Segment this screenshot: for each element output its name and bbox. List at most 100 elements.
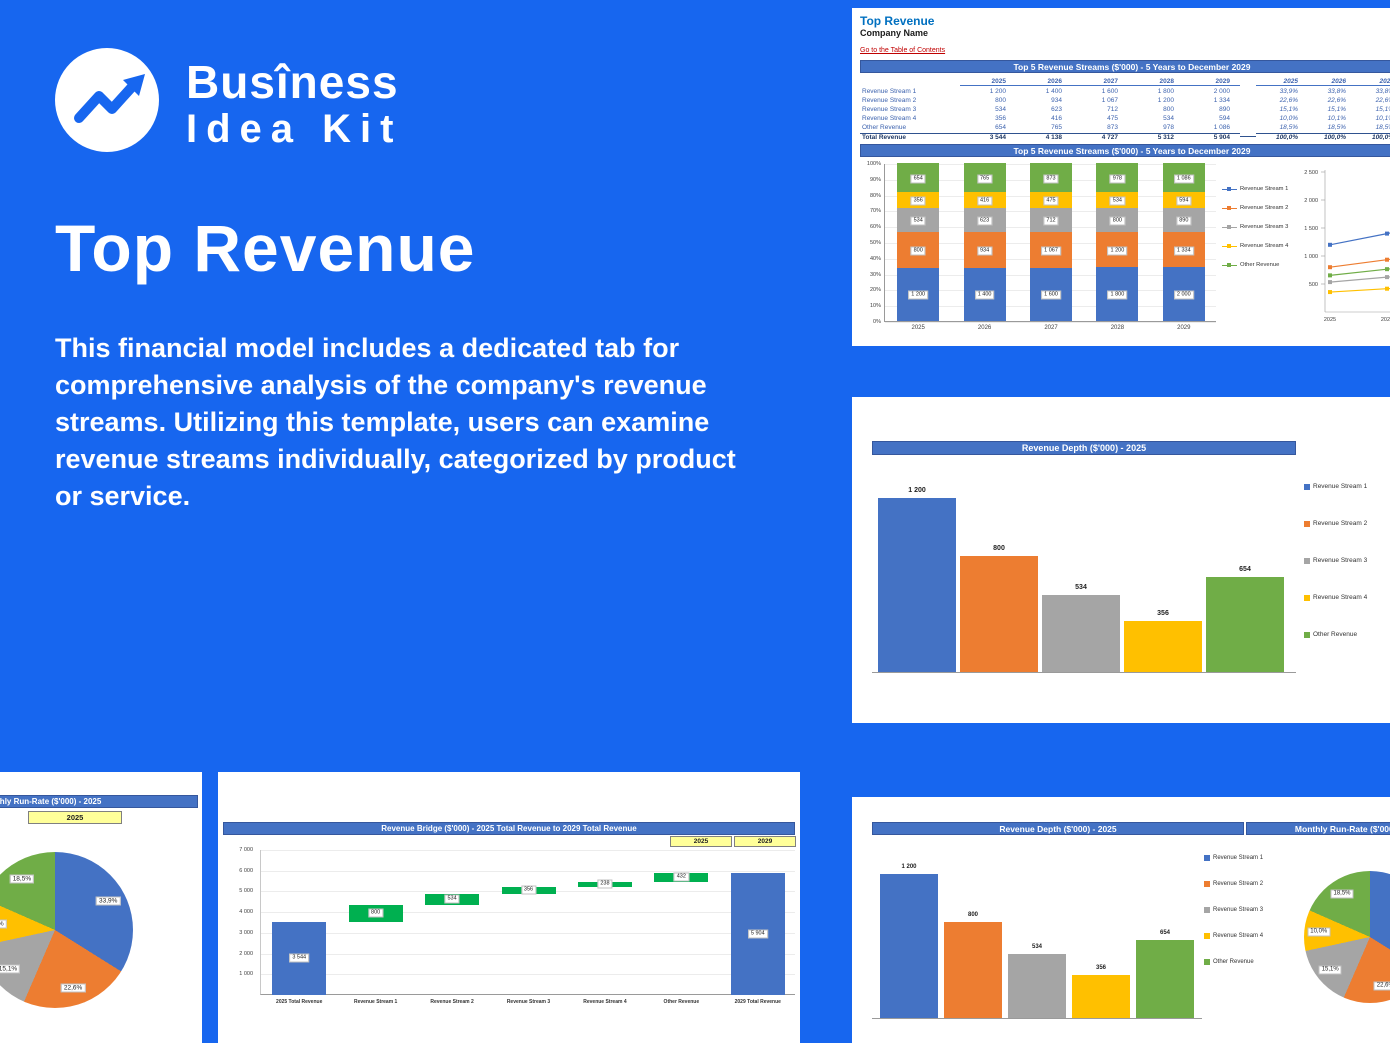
sheet-title: Top Revenue	[860, 14, 935, 28]
legend-marker-icon	[1222, 186, 1237, 191]
legend-label: Revenue Stream 4	[1213, 933, 1264, 939]
data-label: 3 544	[289, 953, 310, 963]
data-label: 623	[977, 216, 993, 226]
stacked-legend: Revenue Stream 1 Revenue Stream 2 Revenue …	[1216, 160, 1294, 334]
data-label: 978	[1109, 174, 1125, 184]
legend-marker-icon	[1204, 959, 1210, 965]
spacer	[1240, 136, 1256, 137]
brand-name-line1: Busîness	[186, 56, 399, 108]
axis-tick-label: 50%	[869, 240, 881, 246]
legend-item: Revenue Stream 2	[1204, 881, 1263, 887]
cell-value: 1 334	[1213, 97, 1230, 104]
cell-value: 1 067	[1101, 97, 1118, 104]
data-label: 1 800	[1107, 290, 1128, 300]
run-rate-pie: 33,9% 22,6% 15,1% 10,0% 18,5%	[0, 852, 133, 1008]
axis-tick-label: 7 000	[239, 847, 253, 853]
monthly-run-rate-header: Monthly Run-Rate ($'000) - 2025	[1246, 822, 1390, 835]
brand-logo	[55, 48, 159, 152]
data-label: 800	[910, 246, 926, 256]
pie-slice-label: 15,1%	[1318, 965, 1342, 975]
year-column-header: 2028	[1128, 78, 1184, 86]
year-column-header: 2027	[1072, 78, 1128, 86]
axis-tick-label: 2025 Total Revenue	[276, 999, 323, 1005]
year-column-header: 2027	[1352, 78, 1390, 86]
bar	[880, 874, 938, 1018]
legend-marker-icon	[1304, 483, 1310, 490]
cell-percent: 22,6%	[1279, 97, 1298, 104]
cell-value: 1 800	[1157, 88, 1174, 95]
cell-value: 712	[1107, 106, 1118, 113]
cell-percent: 15,1%	[1279, 106, 1298, 113]
data-label: 1 400	[974, 290, 995, 300]
table-row: Revenue Stream 4 356 416 475 534 594 10,0% 10,1…	[860, 114, 1390, 123]
data-label: 534	[444, 894, 460, 904]
toc-link[interactable]: Go to the Table of Contents	[860, 47, 946, 54]
legend-marker-icon	[1222, 205, 1237, 210]
legend-item: Revenue Stream 3	[1304, 557, 1367, 564]
table-row: Revenue Stream 3 534 623 712 800 890 15,1% 15,1…	[860, 105, 1390, 114]
bridge-plot: 3 544 2025 Total Revenue 800 Revenue Stream…	[260, 850, 795, 1005]
cell-percent: 100,0%	[1256, 132, 1304, 141]
bar	[1042, 594, 1120, 672]
axis-tick-label: 5 000	[239, 888, 253, 895]
axis-tick-label: 20%	[869, 287, 881, 294]
legend-marker-icon	[1204, 933, 1210, 939]
legend-item: Revenue Stream 4	[1222, 243, 1294, 249]
axis-tick-label: 2025	[911, 325, 925, 331]
axis-tick-label: 80%	[869, 192, 881, 199]
legend-label: Revenue Stream 3	[1240, 224, 1289, 230]
axis-tick-label: 90%	[869, 176, 881, 183]
legend-marker-icon	[1304, 520, 1310, 527]
bridge-from-year-selector[interactable]: 2025	[670, 836, 732, 847]
data-label: 800	[967, 912, 979, 918]
legend-item: Revenue Stream 1	[1304, 483, 1367, 490]
gridline	[885, 322, 1216, 323]
pie-slice-label: 22,6%	[60, 983, 86, 993]
legend-marker-icon	[1204, 907, 1210, 913]
data-label: 1 200	[901, 864, 917, 870]
cell-value: 4 138	[1016, 132, 1072, 141]
cell-value: 475	[1107, 115, 1118, 122]
stacked-yaxis: 100% 90% 80% 70% 60% 50% 40% 30% 20% 10% 0%	[860, 160, 884, 334]
legend-item: Other Revenue	[1204, 959, 1263, 965]
run-rate-pie-panel: Monthly Run-Rate ($'000) - 2025 2025 33,…	[0, 772, 202, 1043]
depth-plot-small: 1 200 800 534 356 654	[872, 845, 1202, 1019]
row-label: Other Revenue	[862, 124, 907, 131]
axis-tick-label: 4 000	[239, 909, 253, 916]
row-label: Revenue Stream 4	[862, 115, 917, 122]
cell-percent: 15,1%	[1327, 106, 1346, 113]
row-label: Revenue Stream 1	[862, 88, 917, 95]
legend-marker-icon	[1304, 631, 1310, 638]
svg-text:2 500: 2 500	[1304, 170, 1318, 176]
axis-tick-label: 100%	[866, 161, 881, 167]
svg-text:2 000: 2 000	[1304, 198, 1318, 204]
top-revenue-sheet-panel: Top Revenue Company Name Go to the Table…	[852, 8, 1390, 346]
pie-slice-label: 33,9%	[96, 896, 121, 906]
legend-marker-icon	[1204, 855, 1210, 861]
data-label: 356	[1157, 609, 1169, 617]
cell-value: 654	[995, 124, 1006, 131]
pie-slice-label: 15,1%	[0, 964, 21, 974]
axis-tick-label: 40%	[869, 255, 881, 262]
gridline	[261, 953, 795, 955]
bridge-to-year-selector[interactable]: 2029	[734, 836, 796, 847]
depth-legend-main: Revenue Stream 1 Revenue Stream 2 Revenue …	[1304, 483, 1367, 668]
year-column-header: 2029	[1184, 78, 1240, 86]
data-label: 890	[1176, 216, 1192, 226]
table-row: Revenue Stream 1 1 200 1 400 1 600 1 800 2 00…	[860, 87, 1390, 96]
axis-tick-label: 2028	[1110, 325, 1125, 331]
pie-slice-label: 10,0%	[0, 919, 7, 929]
cell-percent: 10,0%	[1279, 115, 1298, 122]
data-label: 594	[1176, 196, 1192, 206]
legend-marker-icon	[1222, 262, 1237, 267]
legend-item: Revenue Stream 3	[1204, 907, 1263, 913]
axis-tick-label: Revenue Stream 1	[353, 999, 398, 1005]
legend-label: Revenue Stream 2	[1240, 205, 1289, 211]
cell-percent: 18,5%	[1279, 124, 1298, 131]
year-selector[interactable]: 2025	[28, 811, 122, 824]
axis-tick-label: 6 000	[239, 867, 253, 874]
cell-value: 1 200	[1157, 97, 1174, 104]
axis-tick-label: 10%	[869, 303, 881, 310]
axis-tick-label: 2026	[977, 325, 992, 331]
